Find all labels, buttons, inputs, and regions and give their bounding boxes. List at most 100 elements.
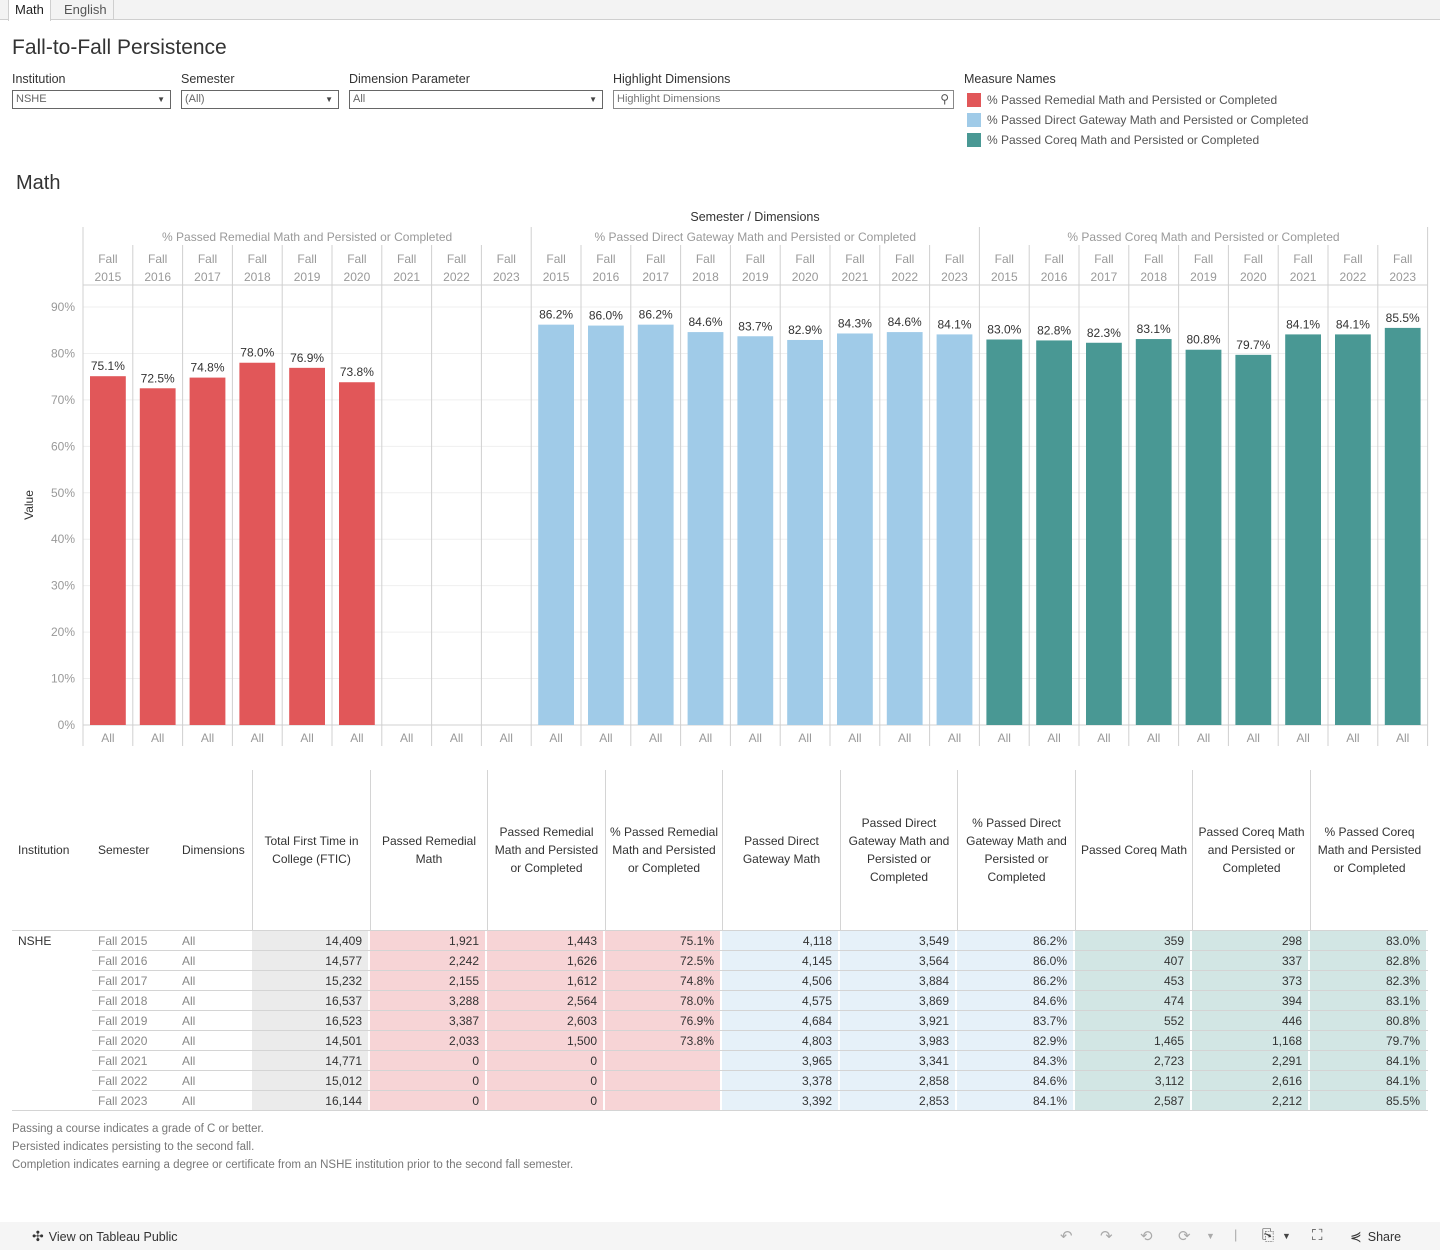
value-cell: 446 (1192, 1011, 1308, 1031)
bar-value-label: 86.2% (539, 308, 573, 322)
legend-label: % Passed Direct Gateway Math and Persist… (987, 113, 1309, 127)
column-header[interactable]: Passed Direct Gateway Math (722, 770, 840, 930)
x-category-label: 2015 (991, 270, 1018, 284)
value-cell: 1,612 (487, 971, 603, 991)
column-header[interactable]: Passed Remedial Math and Persisted or Co… (487, 770, 605, 930)
legend-item-remedial[interactable]: % Passed Remedial Math and Persisted or … (964, 90, 1308, 110)
x-category-label: Fall (1393, 252, 1412, 266)
bar (737, 336, 774, 725)
chevron-down-icon: ▼ (325, 95, 333, 104)
x-dimension-label: All (798, 731, 811, 745)
x-dimension-label: All (749, 731, 762, 745)
column-header[interactable]: Passed Coreq Math (1075, 770, 1192, 930)
separator: | (1234, 1227, 1238, 1242)
x-dimension-label: All (151, 731, 164, 745)
search-icon[interactable]: ⚲ (940, 92, 949, 106)
row-divider (92, 1090, 1428, 1091)
fullscreen-icon[interactable]: ⛶ (1312, 1227, 1323, 1244)
value-cell: 82.9% (957, 1031, 1073, 1051)
value-cell: 3,378 (722, 1071, 838, 1091)
undo-icon[interactable]: ↶ (1060, 1228, 1073, 1245)
value-cell: 79.7% (1310, 1031, 1426, 1051)
value-cell: 3,965 (722, 1051, 838, 1071)
semester-cell: Fall 2018 (98, 994, 148, 1008)
column-header[interactable]: Passed Coreq Math and Persisted or Compl… (1192, 770, 1310, 930)
bar-value-label: 80.8% (1186, 333, 1220, 347)
row-divider (92, 1030, 1428, 1031)
x-category-label: Fall (845, 252, 864, 266)
legend-item-coreq[interactable]: % Passed Coreq Math and Persisted or Com… (964, 130, 1308, 150)
y-tick-label: 30% (51, 579, 75, 593)
redo-icon[interactable]: ↷ (1100, 1228, 1113, 1245)
value-cell: 86.2% (957, 971, 1073, 991)
value-cell: 552 (1075, 1011, 1190, 1031)
bar (538, 324, 574, 725)
column-header[interactable]: Total First Time in College (FTIC) (252, 770, 370, 930)
x-category-label: 2023 (493, 270, 520, 284)
refresh-dropdown-icon[interactable]: ▼ (1206, 1231, 1215, 1241)
x-dimension-label: All (599, 731, 612, 745)
tab-math[interactable]: Math (8, 0, 51, 21)
x-category-label: Fall (1144, 252, 1163, 266)
x-dimension-label: All (549, 731, 562, 745)
value-cell: 337 (1192, 951, 1308, 971)
value-cell: 1,921 (370, 931, 485, 951)
column-header[interactable]: % Passed Direct Gateway Math and Persist… (957, 770, 1075, 930)
bar-value-label: 84.3% (838, 316, 872, 330)
bar (886, 332, 923, 725)
x-category-label: Fall (1194, 252, 1213, 266)
x-dimension-label: All (1296, 731, 1309, 745)
bar-value-label: 82.3% (1087, 326, 1121, 340)
dimension-parameter-label: Dimension Parameter (349, 72, 470, 86)
x-category-label: 2018 (1140, 270, 1167, 284)
x-dimension-label: All (1197, 731, 1210, 745)
revert-icon[interactable]: ⟲ (1140, 1228, 1153, 1245)
download-dropdown-icon[interactable]: ▼ (1282, 1231, 1291, 1241)
view-on-tableau-link[interactable]: ✣ View on Tableau Public (32, 1228, 178, 1245)
value-cell: 14,771 (252, 1051, 368, 1071)
value-cell: 75.1% (605, 931, 720, 951)
bar-value-label: 84.6% (688, 315, 722, 329)
value-cell: 82.3% (1310, 971, 1426, 991)
value-cell: 0 (370, 1051, 485, 1071)
x-dimension-label: All (1247, 731, 1260, 745)
y-tick-label: 70% (51, 393, 75, 407)
x-category-label: 2016 (593, 270, 620, 284)
value-cell: 84.1% (1310, 1071, 1426, 1091)
value-cell: 2,155 (370, 971, 485, 991)
value-cell: 3,884 (840, 971, 955, 991)
highlight-search-input[interactable] (617, 91, 920, 107)
value-cell: 4,118 (722, 931, 838, 951)
refresh-icon[interactable]: ⟳ (1178, 1228, 1191, 1245)
value-cell: 298 (1192, 931, 1308, 951)
x-category-label: 2019 (294, 270, 321, 284)
legend-item-gateway[interactable]: % Passed Direct Gateway Math and Persist… (964, 110, 1308, 130)
semester-dropdown[interactable]: (All) ▼ (181, 90, 339, 109)
tab-english[interactable]: English (58, 0, 114, 20)
x-category-label: Fall (1044, 252, 1063, 266)
column-header[interactable]: Semester (98, 843, 150, 857)
dimension-parameter-dropdown[interactable]: All ▼ (349, 90, 603, 109)
download-icon[interactable]: ⎘ (1262, 1227, 1275, 1244)
bar (837, 333, 873, 725)
column-header[interactable]: Passed Direct Gateway Math and Persisted… (840, 770, 957, 930)
bar-value-label: 73.8% (340, 365, 374, 379)
x-category-label: 2019 (1190, 270, 1217, 284)
y-tick-label: 20% (51, 625, 75, 639)
column-header[interactable]: Institution (18, 843, 70, 857)
column-header[interactable]: Dimensions (182, 843, 245, 857)
footnote: Persisted indicates persisting to the se… (12, 1141, 255, 1153)
bar (239, 362, 276, 725)
value-cell: 407 (1075, 951, 1190, 971)
column-header[interactable]: % Passed Remedial Math and Persisted or … (605, 770, 722, 930)
share-button[interactable]: ⋞ Share (1350, 1228, 1401, 1245)
semester-label: Semester (181, 72, 235, 86)
bar-value-label: 84.1% (937, 317, 971, 331)
value-cell: 3,869 (840, 991, 955, 1011)
institution-cell: NSHE (18, 934, 52, 948)
institution-dropdown[interactable]: NSHE ▼ (12, 90, 171, 109)
column-header[interactable]: % Passed Coreq Math and Persisted or Com… (1310, 770, 1428, 930)
y-axis-label: Value (22, 490, 36, 520)
column-header[interactable]: Passed Remedial Math (370, 770, 487, 930)
bar-value-label: 85.5% (1386, 311, 1420, 325)
